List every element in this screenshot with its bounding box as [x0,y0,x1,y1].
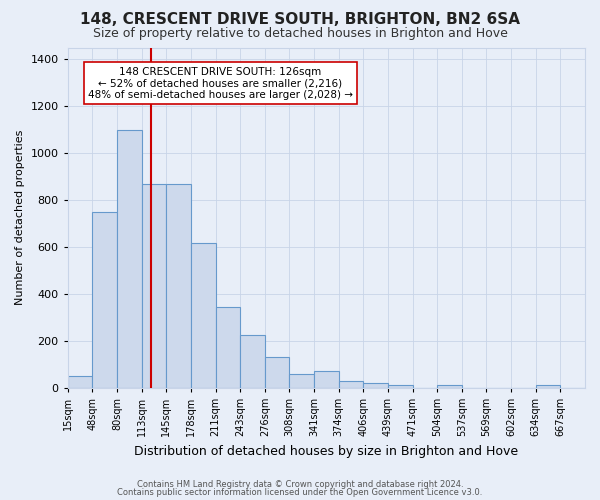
Bar [437,386,462,388]
Bar [314,372,338,388]
X-axis label: Distribution of detached houses by size in Brighton and Hove: Distribution of detached houses by size … [134,444,518,458]
Bar [92,212,117,388]
Bar [240,335,265,388]
Bar [364,383,388,388]
Bar [338,381,364,388]
Text: Contains HM Land Registry data © Crown copyright and database right 2024.: Contains HM Land Registry data © Crown c… [137,480,463,489]
Bar [166,184,191,388]
Bar [265,358,289,388]
Text: Contains public sector information licensed under the Open Government Licence v3: Contains public sector information licen… [118,488,482,497]
Bar [215,307,240,388]
Bar [191,244,215,388]
Text: 148 CRESCENT DRIVE SOUTH: 126sqm
← 52% of detached houses are smaller (2,216)
48: 148 CRESCENT DRIVE SOUTH: 126sqm ← 52% o… [88,66,353,100]
Bar [536,385,560,388]
Bar [117,130,142,388]
Bar [388,384,413,388]
Text: Size of property relative to detached houses in Brighton and Hove: Size of property relative to detached ho… [92,28,508,40]
Text: 148, CRESCENT DRIVE SOUTH, BRIGHTON, BN2 6SA: 148, CRESCENT DRIVE SOUTH, BRIGHTON, BN2… [80,12,520,28]
Bar [289,374,314,388]
Bar [68,376,92,388]
Y-axis label: Number of detached properties: Number of detached properties [15,130,25,306]
Bar [142,184,166,388]
